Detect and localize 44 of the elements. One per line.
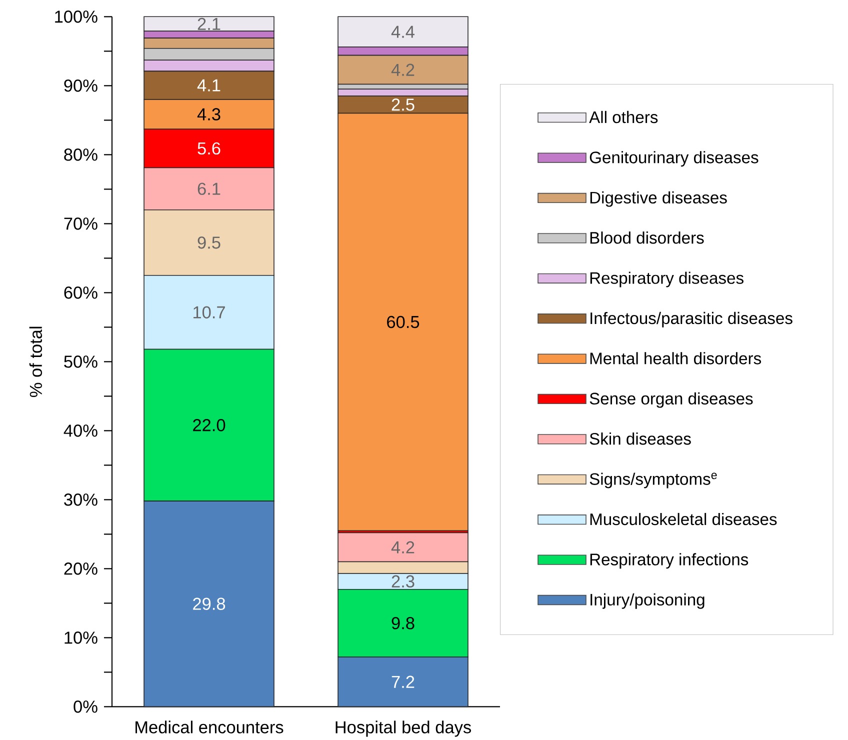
legend-label: Blood disorders <box>590 232 704 244</box>
y-axis-title: % of total <box>29 326 42 398</box>
legend-label: Signs/symptoms$^{e}$ <box>590 472 717 488</box>
y-tick-label: 70% <box>64 218 98 230</box>
legend-label: Skin diseases <box>590 432 691 445</box>
y-tick-label: 40% <box>64 424 98 437</box>
data-label: 2.1 <box>198 18 220 30</box>
data-label: 2.5 <box>392 98 414 111</box>
y-tick-label: 100% <box>55 10 98 23</box>
y-tick-label: 30% <box>64 494 98 506</box>
legend-label: Injury/poisoning <box>590 593 704 609</box>
legend-label: Musculoskeletal diseases <box>590 512 777 526</box>
data-label: 10.7 <box>194 306 225 318</box>
y-tick-label: 60% <box>64 286 98 299</box>
y-tick-label: 80% <box>64 148 98 161</box>
y-tick-label: 10% <box>64 632 98 644</box>
data-label: 22.0 <box>193 419 226 432</box>
x-tick-label: Medical encounters <box>136 720 284 734</box>
legend-label: All others <box>589 110 658 124</box>
data-label: 7.2 <box>392 676 414 688</box>
legend-label: Respiratory diseases <box>590 272 744 288</box>
legend-label: Genitourinary diseases <box>590 151 758 167</box>
legend-label: Mental health disorders <box>590 352 762 364</box>
y-tick-label: 50% <box>64 356 98 368</box>
data-label: 29.8 <box>193 598 226 610</box>
data-label: 9.8 <box>392 617 414 630</box>
legend-label: Digestive diseases <box>590 191 727 207</box>
legend-label: Infectous/parasitic diseases <box>590 312 792 328</box>
legend-label: Respiratory infections <box>590 553 748 569</box>
data-label: 4.1 <box>197 79 220 92</box>
x-tick-label: Hospital bed days <box>336 720 471 737</box>
data-label: 2.3 <box>392 575 414 588</box>
y-tick-label: 20% <box>64 562 98 575</box>
data-label: 6.1 <box>198 182 220 195</box>
y-tick-label: 0% <box>74 700 98 713</box>
data-label: 5.6 <box>198 142 220 155</box>
data-label: 4.4 <box>391 26 415 38</box>
legend-label: Sense organ diseases <box>590 392 753 408</box>
data-label: 9.5 <box>198 236 220 249</box>
data-label: 4.2 <box>391 64 414 76</box>
data-label: 4.2 <box>391 541 414 554</box>
data-label: 60.5 <box>387 316 420 328</box>
data-label: 4.3 <box>197 108 220 120</box>
y-tick-label: 90% <box>64 80 98 92</box>
